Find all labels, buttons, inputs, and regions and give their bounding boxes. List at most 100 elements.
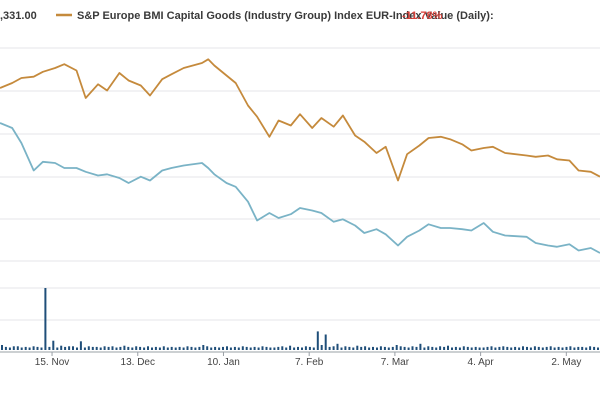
legend: ,331.00 S&P Europe BMI Capital Goods (In…: [0, 10, 494, 22]
volume-bar: [265, 346, 268, 350]
volume-bar: [482, 347, 485, 350]
volume-bar: [297, 346, 299, 350]
volume-bar: [387, 347, 390, 350]
volume-bar: [415, 346, 418, 350]
volume-bar: [502, 346, 505, 350]
volume-bar: [245, 346, 248, 350]
volume-bar: [474, 346, 477, 350]
volume-bar: [549, 346, 552, 350]
volume-bar: [186, 346, 189, 350]
volume-bar: [565, 346, 568, 350]
volume-bar: [316, 331, 319, 350]
volume-bar: [368, 347, 371, 350]
volume-bar: [478, 347, 481, 350]
volume-bar: [8, 347, 11, 350]
volume-bar: [340, 347, 343, 350]
volume-bar: [158, 347, 161, 350]
volume-bar: [127, 346, 130, 350]
volume-bar: [510, 347, 513, 350]
volume-bar: [541, 347, 544, 350]
volume-bar: [435, 347, 438, 350]
volume-bar: [506, 346, 509, 350]
volume-bar: [237, 347, 240, 350]
volume-bar: [451, 347, 453, 350]
volume-bar: [56, 347, 59, 350]
volume-bar: [36, 346, 39, 350]
x-tick-label: 10. Jan: [207, 357, 240, 368]
volume-bar: [151, 347, 153, 350]
volume-bar: [16, 346, 19, 350]
volume-bar: [577, 346, 580, 350]
volume-bar: [139, 346, 142, 350]
volume-bar: [301, 347, 303, 350]
volume-bar: [253, 346, 256, 350]
volume-bar: [360, 346, 363, 350]
volume-bar: [407, 347, 410, 350]
volume-bar: [561, 347, 564, 350]
x-axis: 15. Nov 13. Dec 10. Jan 7. Feb 7. Mar 4. Apr 2…: [0, 351, 600, 368]
volume-bar: [419, 343, 422, 350]
volume-bar: [328, 346, 331, 350]
volume-bar: [60, 345, 63, 350]
legend-series-label: S&P Europe BMI Capital Goods (Industry G…: [77, 10, 494, 22]
volume-bar: [202, 345, 205, 350]
volume-bar: [95, 346, 98, 350]
volume-bar: [332, 346, 335, 350]
volume-bar: [162, 346, 165, 350]
volume-bar: [324, 334, 327, 350]
volume-bar: [131, 347, 134, 350]
x-tick-label: 7. Mar: [381, 357, 410, 368]
legend-series-change: -11.78%: [402, 10, 443, 22]
volume-bar: [486, 346, 489, 350]
volume-bar: [233, 346, 236, 350]
volume-bar: [166, 347, 169, 350]
volume-bar: [194, 347, 197, 350]
volume-bar: [44, 288, 47, 350]
volume-bar: [356, 345, 359, 350]
volume-bar: [364, 346, 367, 350]
volume-bar: [379, 346, 382, 350]
volume-bar: [24, 346, 27, 350]
volume-bar: [285, 347, 288, 350]
left-value-text: ,331.00: [0, 10, 37, 22]
volume-bar: [514, 346, 517, 350]
volume-bar: [79, 341, 82, 350]
volume-bar: [545, 346, 548, 350]
volume-bar: [147, 346, 149, 350]
volume-bar: [336, 343, 339, 350]
x-tick-label: 4. Apr: [468, 357, 495, 368]
volume-bar: [115, 347, 118, 350]
volume-bar: [304, 346, 307, 350]
volume-bar: [403, 346, 406, 350]
volume-bar: [537, 346, 540, 350]
volume-bar: [87, 346, 90, 350]
volume-bar: [454, 346, 457, 350]
volume-bar: [76, 347, 78, 350]
volume-bar: [399, 346, 402, 350]
volume-bar: [553, 347, 556, 350]
volume-bar: [257, 347, 260, 350]
series-line-blue: [0, 122, 600, 254]
volume-bar: [348, 346, 351, 350]
volume-bar: [28, 347, 31, 350]
volume-bar: [423, 347, 426, 350]
volume-bar: [395, 345, 398, 350]
volume-bar: [214, 346, 217, 350]
volume-bar: [462, 346, 465, 350]
volume-bar: [48, 346, 51, 350]
volume-bar: [269, 347, 272, 350]
volume-bar: [447, 345, 449, 350]
x-tick-label: 2. May: [551, 357, 581, 368]
volume-bar: [376, 347, 378, 350]
volume-bar: [1, 345, 3, 350]
x-tick-label: 13. Dec: [121, 357, 155, 368]
volume-bar: [222, 346, 224, 350]
volume-bar: [443, 346, 446, 350]
volume-bar: [182, 347, 185, 350]
volume-bar: [123, 345, 126, 350]
volume-bar: [526, 346, 528, 350]
volume-bar: [522, 346, 524, 350]
volume-bar: [174, 347, 177, 350]
volume-bar: [170, 346, 173, 350]
gridlines: [0, 47, 600, 321]
